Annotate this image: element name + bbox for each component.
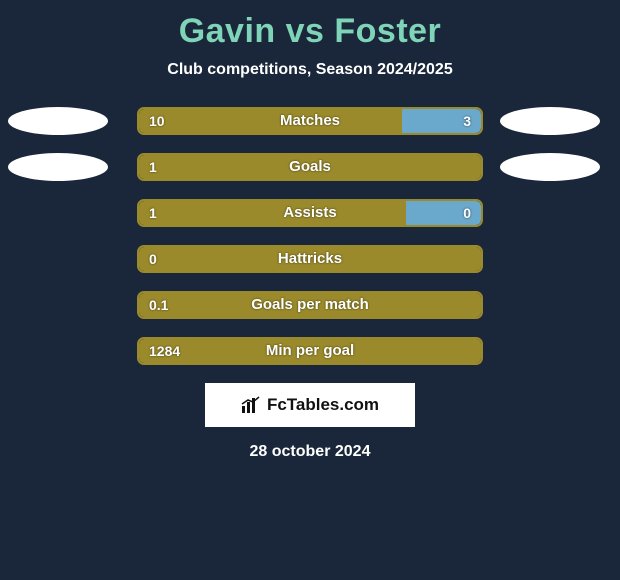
stat-bar: 1284Min per goal (137, 337, 483, 365)
stat-label: Min per goal (139, 339, 481, 363)
subtitle: Club competitions, Season 2024/2025 (0, 61, 620, 79)
avatar-left (8, 107, 108, 135)
stat-bar: 0.1Goals per match (137, 291, 483, 319)
stats-area: 103Matches 1Goals 10Assists 0Hattricks 0.1Go… (0, 107, 620, 365)
stat-label: Assists (139, 201, 481, 225)
stat-label: Hattricks (139, 247, 481, 271)
avatar-right (500, 153, 600, 181)
avatar-right (500, 107, 600, 135)
branding-box: FcTables.com (205, 383, 415, 427)
branding-text: FcTables.com (267, 395, 379, 415)
stat-row: 0.1Goals per match (0, 291, 620, 319)
stat-row: 1284Min per goal (0, 337, 620, 365)
stat-label: Goals per match (139, 293, 481, 317)
stat-row: 1Goals (0, 153, 620, 181)
stat-label: Goals (139, 155, 481, 179)
page-title: Gavin vs Foster (0, 0, 620, 51)
stats-icon (241, 396, 261, 414)
stat-bar: 10Assists (137, 199, 483, 227)
stat-bar: 1Goals (137, 153, 483, 181)
stat-row: 103Matches (0, 107, 620, 135)
stat-bar: 103Matches (137, 107, 483, 135)
stat-label: Matches (139, 109, 481, 133)
avatar-left (8, 153, 108, 181)
stat-bar: 0Hattricks (137, 245, 483, 273)
stat-row: 0Hattricks (0, 245, 620, 273)
date-text: 28 october 2024 (0, 443, 620, 461)
stat-row: 10Assists (0, 199, 620, 227)
